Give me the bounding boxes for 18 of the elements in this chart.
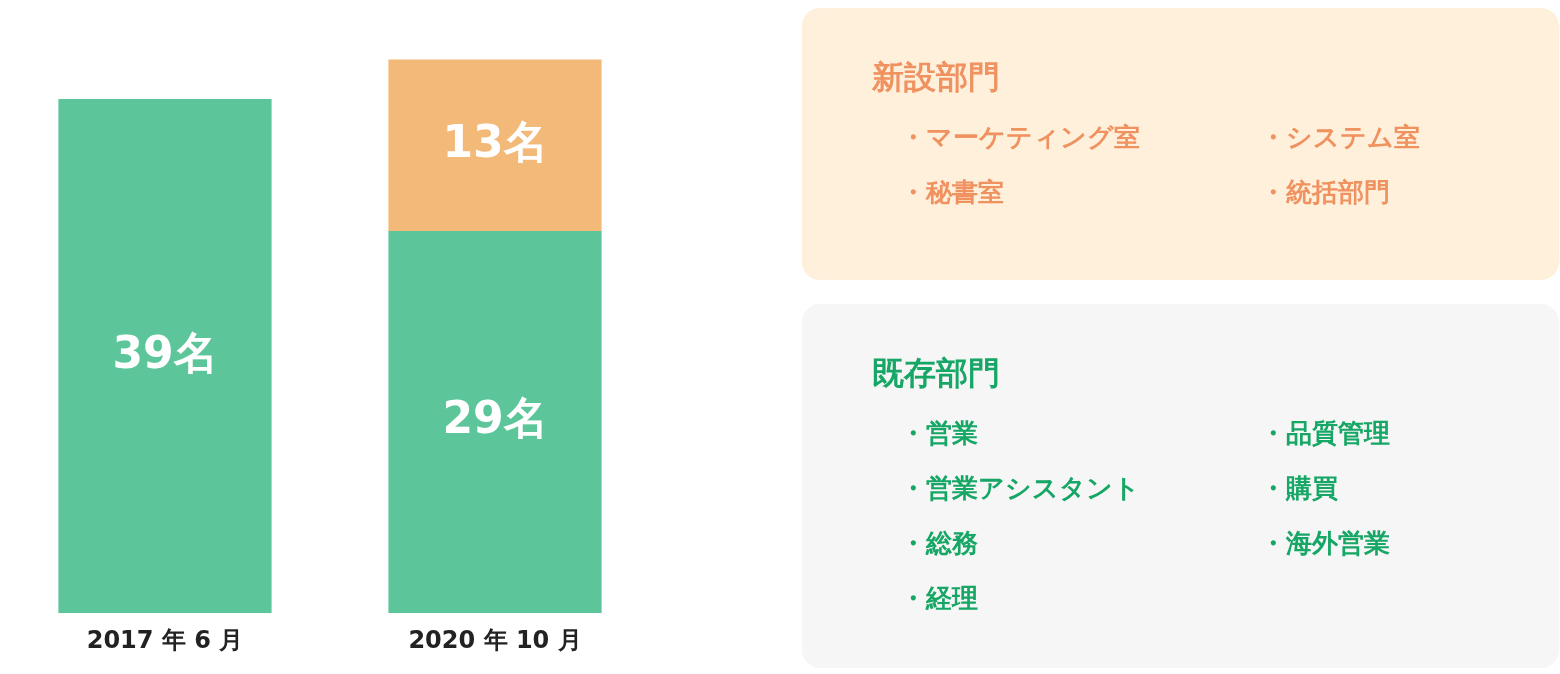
text: 既存部門 <box>872 353 1001 394</box>
text: ・購買 <box>1260 472 1339 505</box>
text: ・システム室 <box>1260 121 1421 154</box>
data-label: 39名 <box>112 326 218 378</box>
text: ・総務 <box>900 527 979 560</box>
text: 新設部門 <box>872 57 1001 98</box>
text: ・品質管理 <box>1260 417 1391 450</box>
x-tick-label: 2020 年 10 月 <box>408 625 582 654</box>
text: ・営業アシスタント <box>900 472 1141 505</box>
text: ・統括部門 <box>1260 176 1391 209</box>
text: ・マーケティング室 <box>900 121 1141 154</box>
text: ・営業 <box>900 417 979 450</box>
text: ・経理 <box>900 582 979 615</box>
data-label: 13名 <box>442 115 548 167</box>
x-tick-label: 2017 年 6 月 <box>86 625 244 654</box>
data-label: 29名 <box>442 392 548 444</box>
text: ・海外営業 <box>1260 527 1391 560</box>
text: ・秘書室 <box>900 176 1005 209</box>
